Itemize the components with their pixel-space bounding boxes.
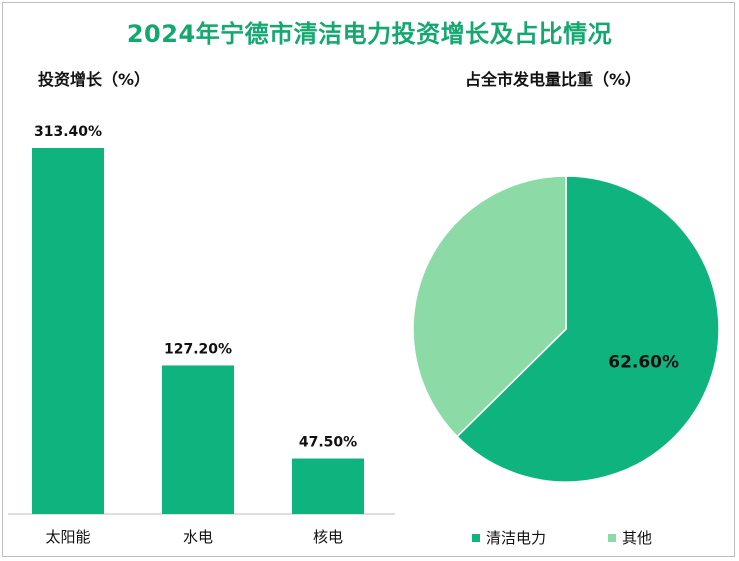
bar-chart-title: 投资增长（%） xyxy=(38,70,151,89)
bar-value-label-3: 47.50% xyxy=(299,435,357,451)
pie-slice-1 xyxy=(456,175,720,483)
legend-swatch-clean-power xyxy=(472,533,480,542)
pie-chart-title: 占全市发电量比重（%） xyxy=(465,70,642,89)
pie-chart: 62.60% xyxy=(412,175,720,483)
x-tick-label-2: 水电 xyxy=(183,528,213,546)
legend-label-clean-power: 清洁电力 xyxy=(486,529,547,547)
legend-item-other: 其他 xyxy=(608,527,652,548)
bar-1 xyxy=(32,148,104,514)
pie-slice-2 xyxy=(412,175,567,438)
bar-chart: 313.40% 太阳能 127.20% 水电 47.50% 核电 xyxy=(8,124,395,546)
legend-swatch-other xyxy=(608,533,616,542)
legend-item-clean-power: 清洁电力 xyxy=(472,527,546,548)
pie-value-label-1: 62.60% xyxy=(608,352,679,372)
x-tick-label-3: 核电 xyxy=(313,528,343,546)
x-tick-label-1: 太阳能 xyxy=(45,528,90,546)
bar-3 xyxy=(292,458,364,514)
legend-label-other: 其他 xyxy=(622,529,653,547)
bar-value-label-2: 127.20% xyxy=(164,341,232,357)
bar-value-label-1: 313.40% xyxy=(34,124,102,140)
chart-title: 2024年宁德市清洁电力投资增长及占比情况 xyxy=(126,20,613,48)
bar-2 xyxy=(162,365,234,514)
